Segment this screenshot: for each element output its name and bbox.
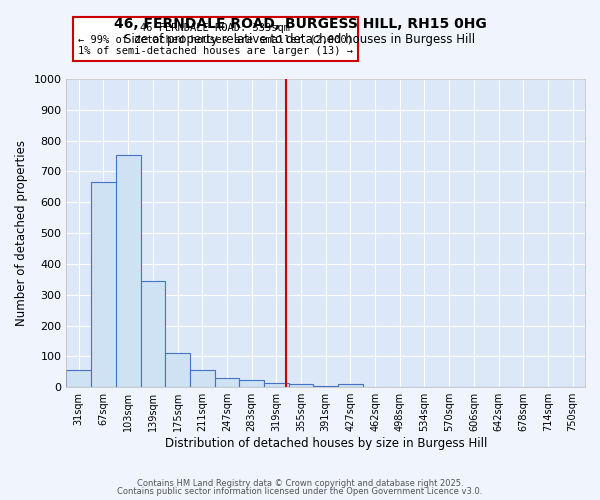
- Bar: [239, 380, 264, 387]
- Bar: [190, 370, 215, 387]
- Bar: [91, 182, 116, 387]
- Bar: [313, 386, 338, 387]
- Text: 46 FERNDALE ROAD: 333sqm
← 99% of detached houses are smaller (2,000)
1% of semi: 46 FERNDALE ROAD: 333sqm ← 99% of detach…: [78, 22, 353, 56]
- Bar: [165, 354, 190, 387]
- Text: Contains HM Land Registry data © Crown copyright and database right 2025.: Contains HM Land Registry data © Crown c…: [137, 478, 463, 488]
- Bar: [215, 378, 239, 387]
- Bar: [289, 384, 313, 387]
- X-axis label: Distribution of detached houses by size in Burgess Hill: Distribution of detached houses by size …: [164, 437, 487, 450]
- Bar: [140, 281, 165, 387]
- Text: 46, FERNDALE ROAD, BURGESS HILL, RH15 0HG: 46, FERNDALE ROAD, BURGESS HILL, RH15 0H…: [113, 18, 487, 32]
- Bar: [338, 384, 363, 387]
- Bar: [264, 382, 289, 387]
- Text: Size of property relative to detached houses in Burgess Hill: Size of property relative to detached ho…: [124, 32, 476, 46]
- Y-axis label: Number of detached properties: Number of detached properties: [15, 140, 28, 326]
- Text: Contains public sector information licensed under the Open Government Licence v3: Contains public sector information licen…: [118, 487, 482, 496]
- Bar: [67, 370, 91, 387]
- Bar: [116, 154, 140, 387]
